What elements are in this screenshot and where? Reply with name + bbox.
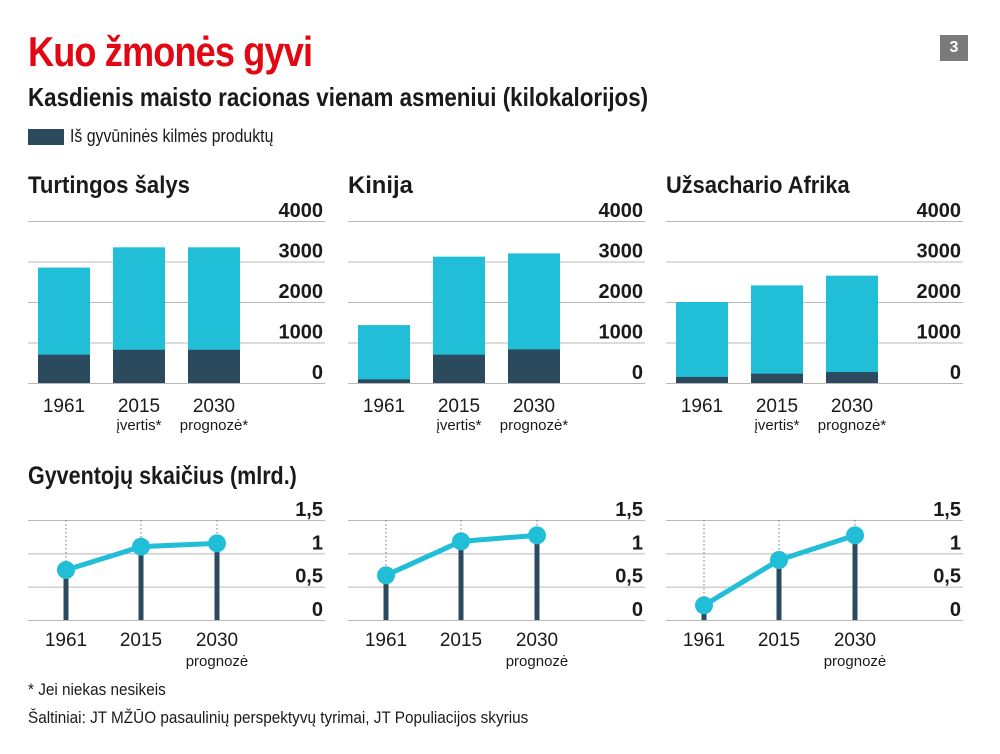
- y-tick-label: 1000: [279, 322, 324, 344]
- y-tick-label: 2000: [599, 281, 644, 303]
- bar-total: [751, 285, 803, 383]
- y-tick-label: 1,5: [933, 499, 961, 521]
- data-point: [132, 537, 150, 556]
- y-tick-label: 1: [312, 532, 323, 554]
- bar-animal: [358, 379, 410, 383]
- x-tick-label: 2015: [756, 396, 798, 417]
- x-tick-label: 2015: [440, 630, 482, 651]
- bar-animal: [508, 349, 560, 383]
- y-tick-label: 1000: [599, 322, 644, 344]
- y-tick-label: 4000: [279, 200, 324, 222]
- population-section-title: Gyventojų skaičius (mlrd.): [28, 462, 297, 490]
- x-tick-label: 1961: [363, 396, 405, 417]
- y-tick-label: 3000: [599, 241, 644, 263]
- panel-title: Turtingos šalys: [28, 172, 190, 199]
- y-tick-label: 2000: [917, 281, 962, 303]
- x-tick-note: prognozė: [186, 653, 249, 670]
- data-point: [377, 566, 395, 585]
- chart-subtitle: Kasdienis maisto racionas vienam asmeniu…: [28, 82, 649, 112]
- x-tick-label: 1961: [683, 630, 725, 651]
- data-point: [770, 551, 788, 569]
- y-tick-label: 0: [950, 599, 961, 621]
- data-point: [57, 561, 75, 579]
- x-tick-label: 2030: [513, 396, 555, 417]
- x-tick-note: prognozė*: [818, 417, 887, 434]
- panel-title: Kinija: [348, 172, 413, 199]
- x-tick-note: įvertis*: [436, 417, 481, 434]
- main-title: Kuo žmonės gyvi: [28, 28, 313, 75]
- y-tick-label: 1: [950, 532, 961, 554]
- bar-animal: [113, 349, 165, 383]
- bar-animal: [188, 349, 240, 383]
- x-tick-label: 1961: [681, 396, 723, 417]
- panel-title: Užsachario Afrika: [666, 172, 850, 199]
- bar-total: [826, 275, 878, 383]
- y-tick-label: 0,5: [295, 566, 323, 588]
- x-tick-label: 2015: [118, 396, 160, 417]
- x-tick-note: įvertis*: [754, 417, 799, 434]
- legend-label: Iš gyvūninės kilmės produktų: [70, 126, 274, 146]
- x-tick-label: 2015: [438, 396, 480, 417]
- y-tick-label: 1,5: [615, 499, 643, 521]
- legend: Iš gyvūninės kilmės produktų: [28, 126, 301, 147]
- bar-animal: [676, 376, 728, 383]
- x-tick-label: 1961: [365, 630, 407, 651]
- y-tick-label: 0: [632, 362, 643, 384]
- data-point: [846, 526, 864, 545]
- x-tick-label: 2030: [196, 630, 238, 651]
- y-tick-label: 0,5: [933, 566, 961, 588]
- x-tick-label: 1961: [45, 630, 87, 651]
- y-tick-label: 4000: [917, 200, 962, 222]
- y-tick-label: 0: [950, 362, 961, 384]
- y-tick-label: 1000: [917, 322, 962, 344]
- bar-total: [676, 302, 728, 383]
- y-tick-label: 4000: [599, 200, 644, 222]
- y-tick-label: 1,5: [295, 499, 323, 521]
- data-point: [208, 534, 226, 553]
- data-point: [528, 526, 546, 545]
- x-tick-note: prognozė: [824, 653, 887, 670]
- y-tick-label: 1: [632, 532, 643, 554]
- footnote: * Jei niekas nesikeis: [28, 680, 166, 699]
- x-tick-label: 2030: [516, 630, 558, 651]
- x-tick-label: 2015: [758, 630, 800, 651]
- y-tick-label: 0,5: [615, 566, 643, 588]
- y-tick-label: 0: [632, 599, 643, 621]
- x-tick-note: įvertis*: [116, 417, 161, 434]
- y-tick-label: 3000: [279, 241, 324, 263]
- bar-total: [358, 325, 410, 383]
- bar-animal: [433, 354, 485, 383]
- x-tick-label: 2030: [193, 396, 235, 417]
- source-note: Šaltiniai: JT MŽŪO pasaulinių perspektyv…: [28, 708, 529, 727]
- x-tick-note: prognozė*: [500, 417, 569, 434]
- bar-animal: [38, 354, 90, 383]
- x-tick-label: 2030: [834, 630, 876, 651]
- x-tick-label: 1961: [43, 396, 85, 417]
- x-tick-label: 2030: [831, 396, 873, 417]
- data-point: [695, 596, 713, 615]
- bar-animal: [826, 372, 878, 383]
- y-tick-label: 0: [312, 599, 323, 621]
- x-tick-note: prognozė: [506, 653, 569, 670]
- x-tick-label: 2015: [120, 630, 162, 651]
- page-number-badge: 3: [940, 35, 968, 61]
- y-tick-label: 2000: [279, 281, 324, 303]
- y-tick-label: 0: [312, 362, 323, 384]
- y-tick-label: 3000: [917, 241, 962, 263]
- legend-swatch: [28, 128, 64, 145]
- bar-animal: [751, 373, 803, 383]
- data-point: [452, 532, 470, 551]
- x-tick-note: prognozė*: [180, 417, 249, 434]
